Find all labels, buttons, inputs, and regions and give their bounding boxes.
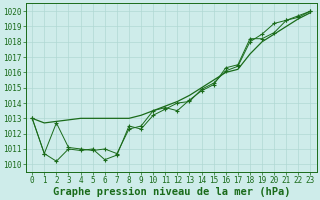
X-axis label: Graphe pression niveau de la mer (hPa): Graphe pression niveau de la mer (hPa) bbox=[52, 186, 290, 197]
